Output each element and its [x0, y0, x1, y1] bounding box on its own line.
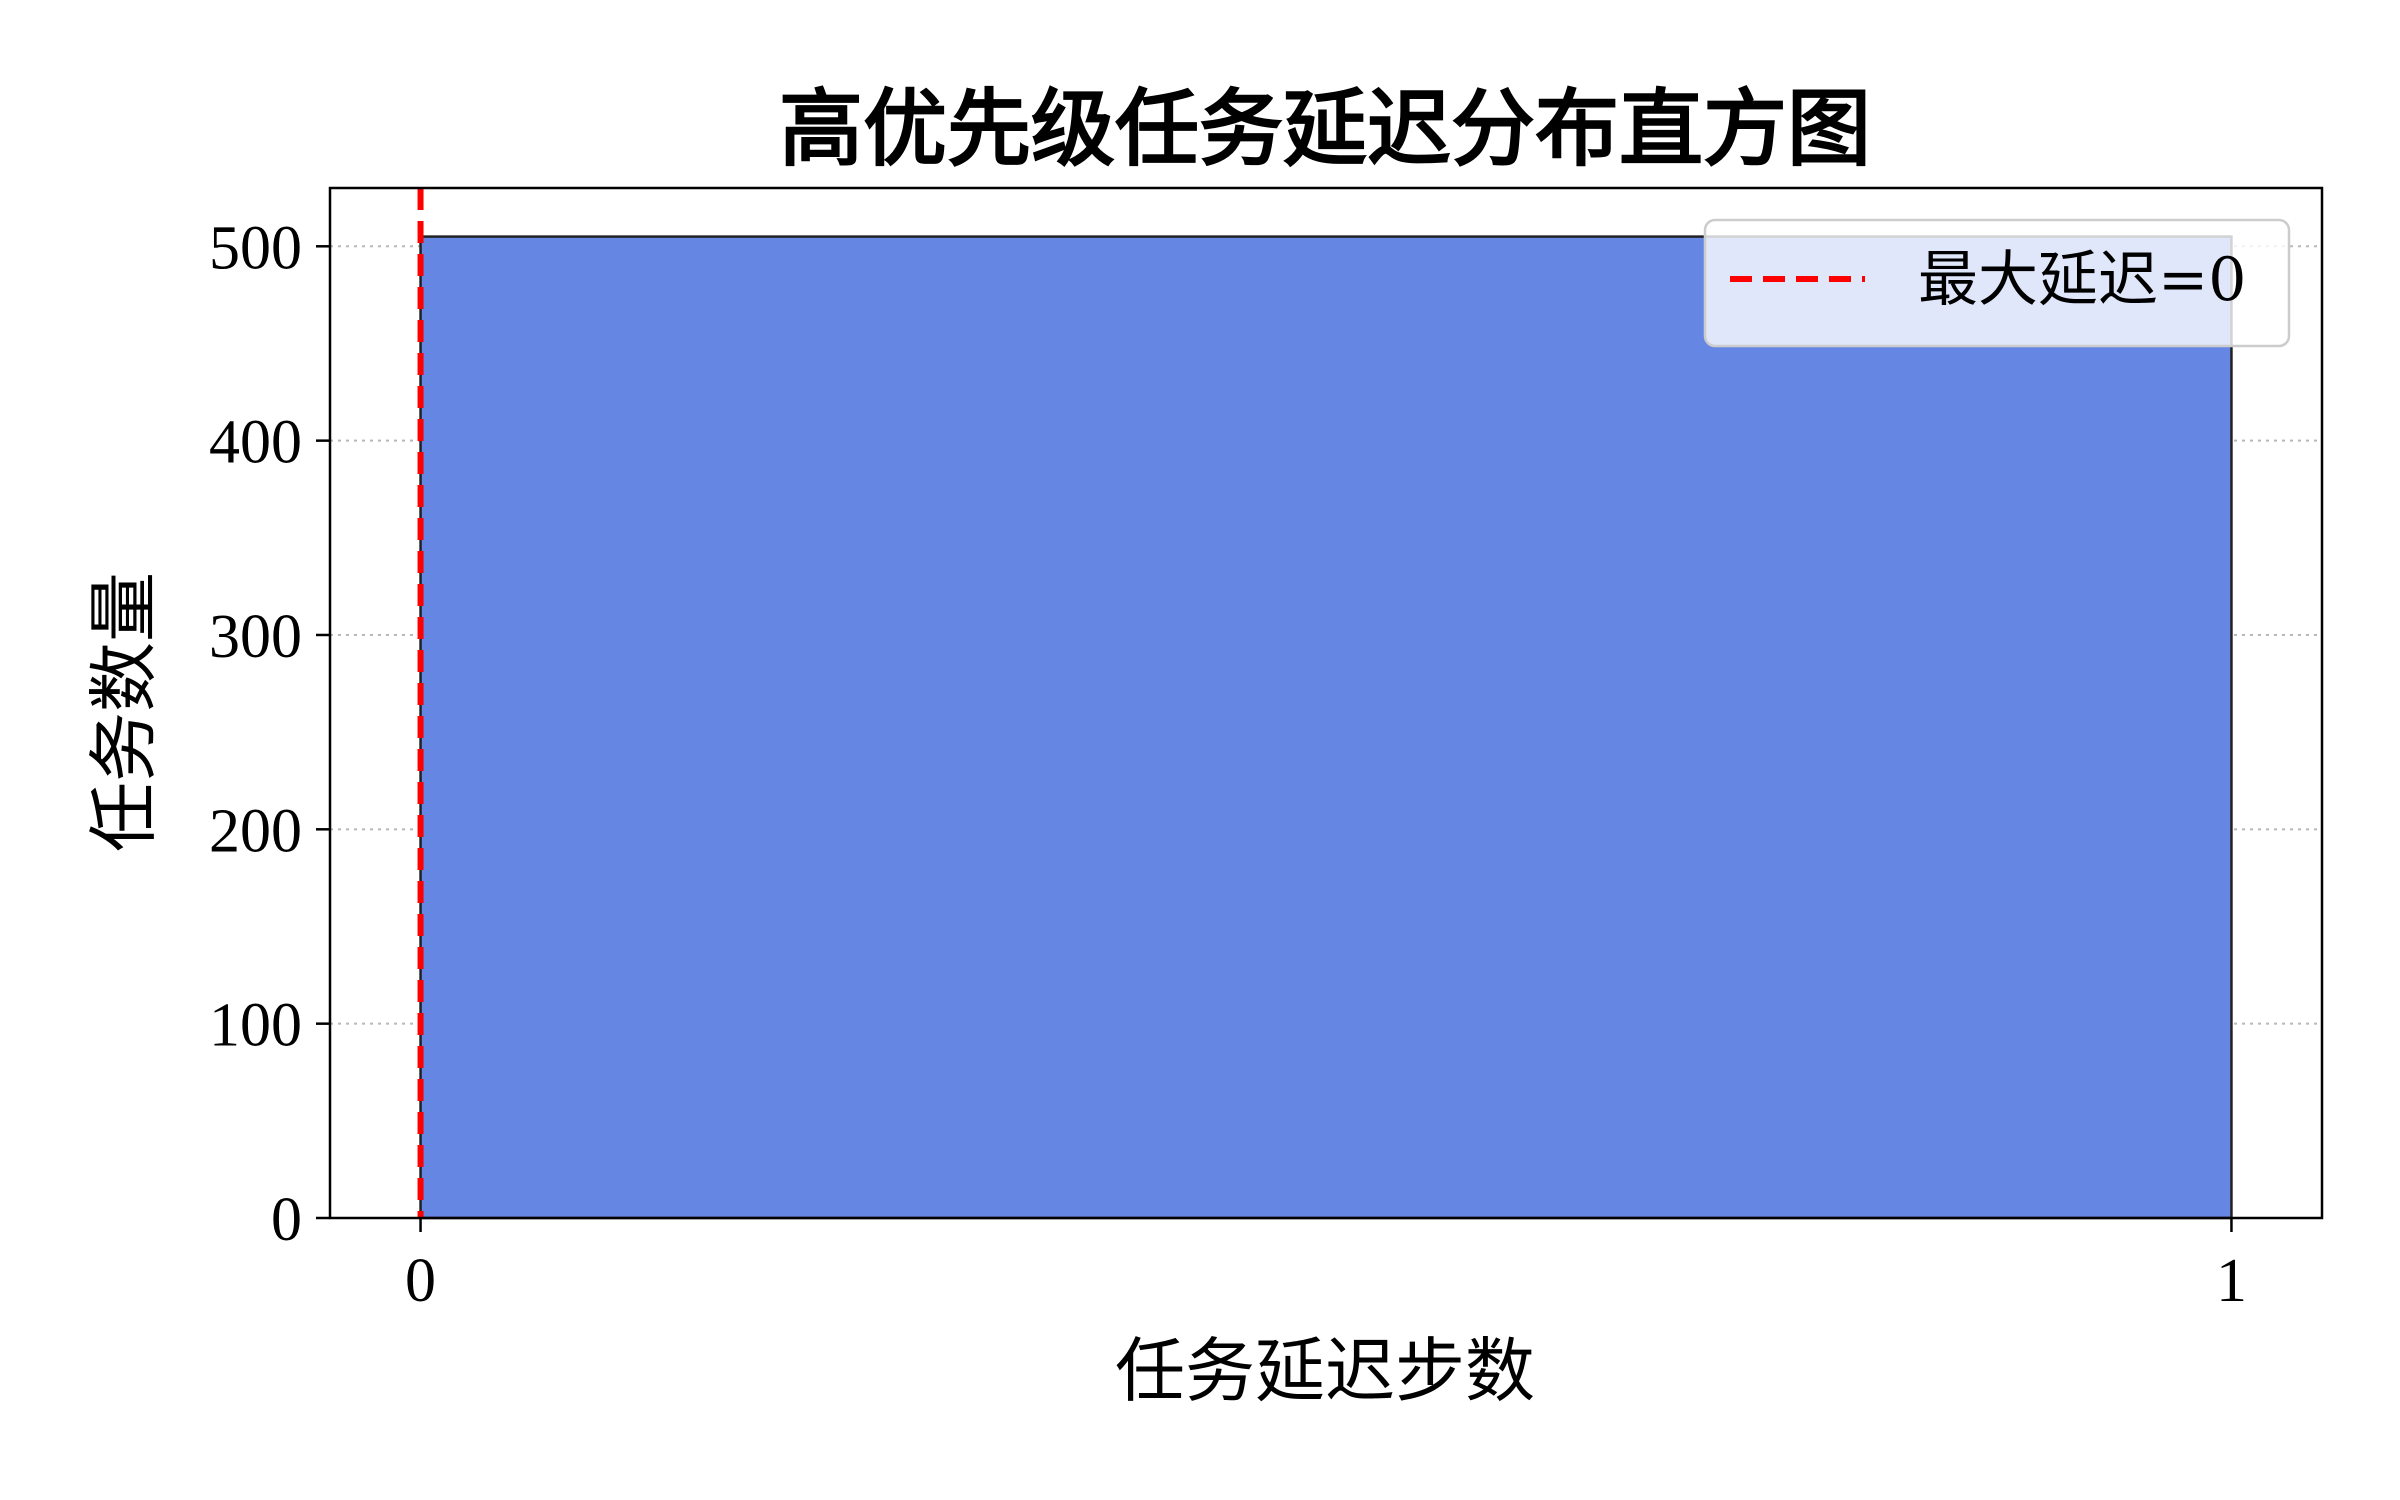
y-tick-label: 200	[209, 797, 302, 865]
y-tick-label: 400	[209, 409, 302, 477]
legend: 最大延迟=0	[1703, 218, 2291, 348]
y-axis-ticks: 0 100 200 300 400 500	[209, 214, 330, 1254]
y-axis-label: 任务数量	[83, 572, 165, 852]
chart-title: 高优先级任务延迟分布直方图	[779, 79, 1871, 178]
x-axis-label: 任务延迟步数	[1115, 1330, 1535, 1412]
legend-entry-label: 最大延迟=0	[1918, 245, 2246, 315]
x-tick-label: 1	[2216, 1247, 2247, 1315]
y-tick-label: 500	[209, 214, 302, 282]
plot-frame	[328, 186, 2324, 1220]
histogram-bars	[419, 235, 2233, 1220]
legend-box	[1703, 218, 2291, 348]
histogram-bar	[419, 235, 2233, 1220]
y-tick-label: 0	[271, 1186, 302, 1254]
x-tick-label: 0	[405, 1247, 436, 1315]
y-tick-label: 100	[209, 992, 302, 1060]
y-tick-label: 300	[209, 603, 302, 671]
